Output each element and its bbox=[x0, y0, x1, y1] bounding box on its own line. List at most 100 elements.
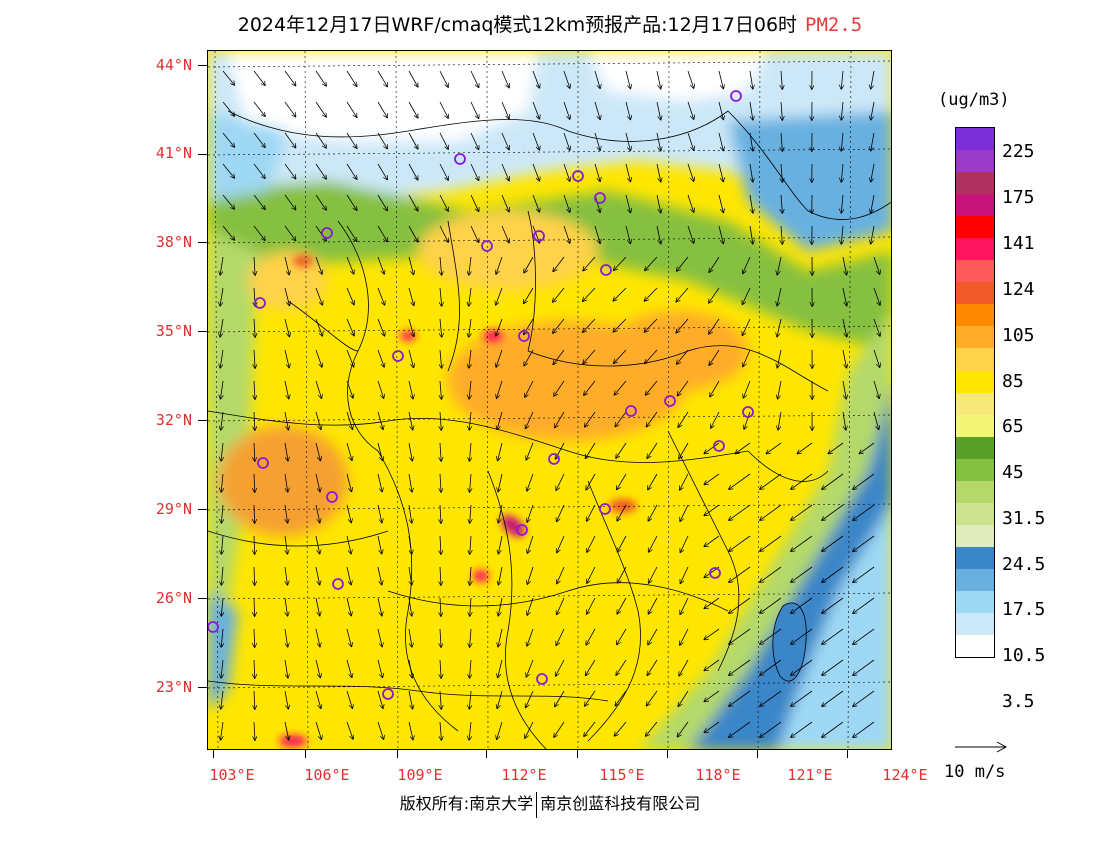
wind-arrow bbox=[616, 442, 627, 458]
wind-arrow bbox=[647, 442, 658, 458]
wind-arrow bbox=[853, 628, 875, 644]
wind-arrow bbox=[440, 535, 441, 554]
wind-arrow bbox=[649, 566, 658, 583]
wind-arrow bbox=[408, 628, 412, 647]
wind-arrow bbox=[563, 225, 570, 243]
wind-arrow bbox=[496, 349, 503, 367]
lat-tick bbox=[198, 65, 207, 66]
color-bar-swatch bbox=[956, 348, 994, 371]
wind-arrow bbox=[859, 442, 875, 454]
color-bar-swatch bbox=[956, 304, 994, 327]
wind-arrow bbox=[583, 318, 596, 332]
wind-arrow bbox=[497, 380, 503, 398]
wind-arrow bbox=[408, 721, 413, 740]
wind-arrow bbox=[377, 70, 387, 86]
wind-arrow bbox=[221, 721, 223, 740]
city-marker bbox=[664, 395, 676, 407]
wind-arrow bbox=[346, 318, 354, 336]
city-marker bbox=[548, 453, 560, 465]
wind-arrow bbox=[532, 132, 539, 150]
city-marker bbox=[454, 153, 466, 165]
wind-arrow bbox=[284, 442, 288, 461]
wind-arrow bbox=[704, 690, 720, 701]
wind-arrow bbox=[254, 690, 255, 709]
lat-label-35: 35°N bbox=[155, 322, 192, 340]
wind-arrow bbox=[346, 132, 357, 148]
wind-arrow bbox=[687, 194, 694, 212]
color-bar-swatch bbox=[956, 216, 994, 239]
wind-arrow bbox=[586, 659, 596, 675]
wind-arrow bbox=[284, 318, 289, 336]
wind-arrow bbox=[704, 442, 720, 453]
wind-arrow bbox=[648, 473, 658, 490]
wind-arrow bbox=[777, 256, 782, 275]
lon-tick bbox=[305, 750, 306, 758]
wind-arrow bbox=[842, 318, 847, 337]
wind-arrow bbox=[646, 721, 658, 736]
wind-arrow bbox=[497, 721, 503, 739]
wind-arrow bbox=[527, 473, 534, 491]
wind-arrow bbox=[729, 535, 751, 551]
wind-arrow bbox=[871, 225, 875, 244]
wind-arrow bbox=[470, 535, 471, 554]
wind-arrow bbox=[828, 442, 844, 454]
lat-label-41: 41°N bbox=[155, 144, 192, 162]
wind-arrow bbox=[408, 597, 412, 616]
wind-arrow bbox=[743, 349, 751, 366]
wind-arrow bbox=[711, 411, 720, 428]
wind-arrow bbox=[704, 504, 720, 515]
wind-arrow bbox=[498, 504, 503, 523]
wind-arrow bbox=[760, 535, 782, 551]
wind-arrow bbox=[586, 473, 596, 490]
color-bar-swatch bbox=[956, 502, 994, 525]
lat-label-29: 29°N bbox=[155, 500, 192, 518]
wind-arrow bbox=[315, 411, 321, 429]
wind-arrow bbox=[710, 380, 720, 397]
city-marker bbox=[516, 524, 528, 536]
wind-arrow bbox=[841, 194, 843, 213]
city-marker bbox=[326, 491, 338, 503]
wind-arrow bbox=[221, 473, 223, 492]
copyright-right: 南京创蓝科技有限公司 bbox=[540, 794, 701, 813]
wind-arrow bbox=[346, 349, 354, 367]
wind-arrow bbox=[841, 132, 843, 151]
wind-arrow bbox=[656, 70, 661, 89]
wind-arrow bbox=[221, 442, 223, 461]
wind-arrow bbox=[532, 101, 539, 119]
wind-arrow bbox=[873, 380, 879, 398]
wind-arrow bbox=[440, 659, 441, 678]
wind-arrow bbox=[680, 535, 689, 552]
wind-arrow bbox=[553, 349, 565, 364]
wind-arrow bbox=[524, 349, 534, 366]
wind-arrow bbox=[704, 721, 720, 732]
wind-arrow bbox=[284, 163, 296, 179]
wind-arrow bbox=[408, 225, 418, 242]
map-canvas bbox=[208, 51, 891, 749]
wind-arrow bbox=[557, 504, 565, 521]
wind-arrow bbox=[377, 442, 383, 460]
wind-arrow bbox=[718, 225, 723, 243]
wind-arrow bbox=[346, 163, 357, 179]
wind-arrow bbox=[680, 597, 689, 614]
wind-arrow bbox=[253, 132, 265, 147]
wind-arrow bbox=[853, 721, 875, 737]
wind-arrow bbox=[594, 101, 600, 119]
wind-arrow bbox=[729, 690, 751, 706]
wind-arrow bbox=[346, 659, 352, 677]
wind-arrow bbox=[709, 287, 720, 303]
city-marker bbox=[332, 578, 344, 590]
wind-arrow bbox=[408, 318, 414, 336]
wind-arrow bbox=[346, 690, 352, 708]
wind-arrow bbox=[841, 70, 843, 89]
wind-arrow bbox=[377, 721, 384, 739]
wind-arrow bbox=[680, 504, 689, 521]
wind-arrow bbox=[615, 690, 627, 706]
wind-arrow bbox=[221, 659, 223, 678]
wind-arrow bbox=[469, 411, 471, 430]
wind-arrow bbox=[791, 473, 813, 489]
wind-arrow bbox=[679, 442, 689, 459]
wind-arrow bbox=[822, 628, 844, 644]
wind-arrow bbox=[532, 194, 539, 212]
wind-arrow bbox=[680, 473, 689, 490]
wind-arrow bbox=[679, 659, 689, 676]
